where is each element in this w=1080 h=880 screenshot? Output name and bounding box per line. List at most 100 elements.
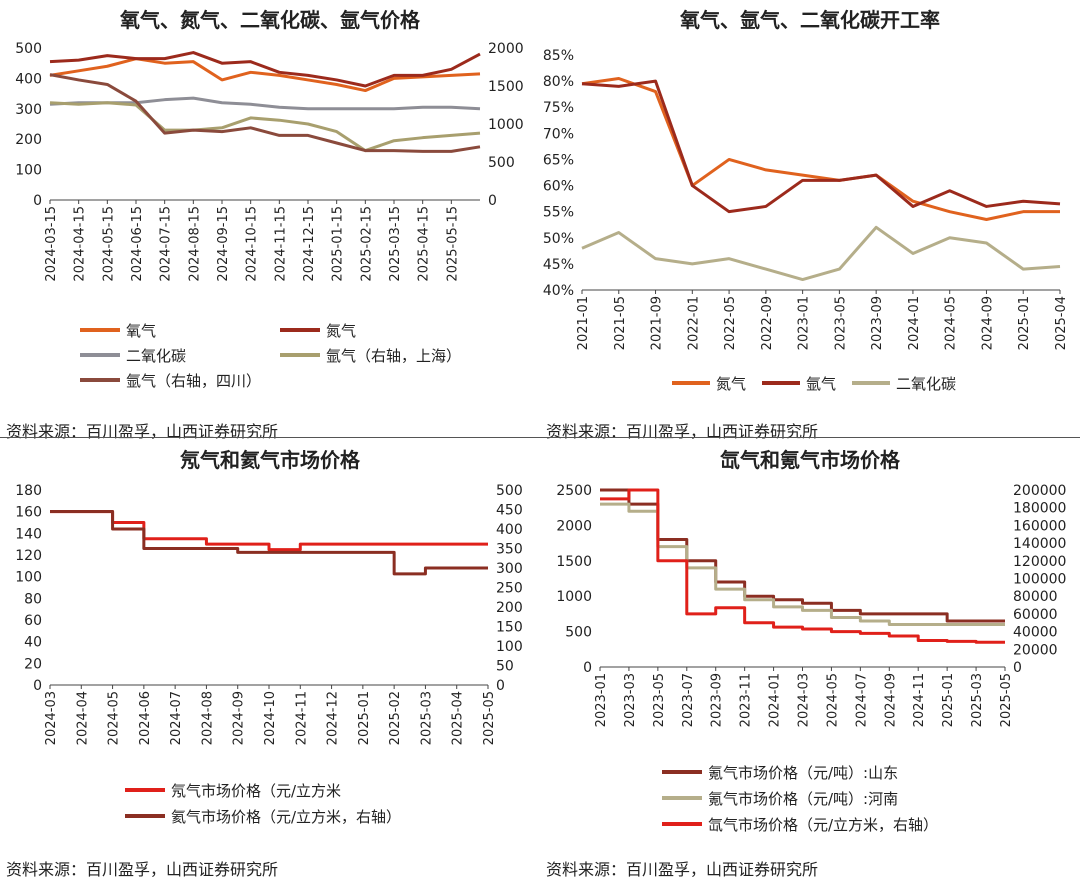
x-tick-label: 2025-04 (1054, 296, 1069, 350)
y-tick-label: 55% (543, 205, 574, 221)
y-tick-label: 1000 (556, 589, 592, 605)
y-right-tick-label: 120000 (1013, 554, 1066, 570)
x-tick-label: 2024-06-15 (130, 206, 145, 282)
legend-label: 氩气（右轴，四川） (126, 372, 261, 390)
legend-label: 氪气市场价格（元/吨）:河南 (708, 790, 898, 808)
x-tick-label: 2023-09 (870, 296, 885, 350)
y-tick-label: 0 (583, 660, 592, 676)
x-tick-label: 2024-05 (944, 296, 959, 350)
series-line (49, 57, 481, 93)
y-tick-label: 120 (15, 548, 42, 564)
source-note: 资料来源：百川盈孚，山西证券研究所 (546, 860, 819, 879)
y-right-tick-label: 150 (496, 620, 523, 636)
y-right-tick-label: 160000 (1013, 518, 1066, 534)
y-tick-label: 80 (24, 591, 42, 607)
panel-divider (0, 437, 1080, 438)
x-tick-label: 2025-02 (388, 691, 403, 745)
x-tick-label: 2025-04-15 (417, 206, 432, 282)
legend-label: 氪气市场价格（元/吨）:山东 (708, 764, 898, 782)
y-right-tick-label: 50 (496, 659, 514, 675)
x-tick-label: 2024-12-15 (302, 206, 317, 282)
x-tick-label: 2024-08-15 (187, 206, 202, 282)
x-tick-label: 2023-05 (833, 296, 848, 350)
y-right-tick-label: 450 (496, 503, 523, 519)
legend-label: 氖气市场价格（元/立方米 (171, 782, 341, 800)
chart-prices: 氧气、氮气、二氧化碳、氩气价格 0 100 200 300 400 500 0 500 1000… (0, 0, 540, 441)
chart-plot: 0 20 40 60 80 100 120 140 160 180 0 50 100 150 200 250 3… (15, 483, 523, 826)
x-tick-label: 2024-11 (912, 673, 927, 727)
y-tick-label: 40% (543, 283, 574, 299)
legend-label: 氧气 (126, 322, 156, 340)
x-tick-label: 2025-03 (970, 673, 985, 727)
y-tick-label: 140 (15, 526, 42, 542)
x-tick-label: 2025-01 (941, 673, 956, 727)
y-tick-label: 1500 (556, 554, 592, 570)
series-line (600, 502, 1005, 627)
x-tick-label: 2022-01 (686, 296, 701, 350)
y-tick-label: 40 (24, 635, 42, 651)
x-tick-label: 2024-04 (75, 691, 90, 745)
source-note: 资料来源：百川盈孚，山西证券研究所 (6, 860, 279, 879)
x-tick-label: 2024-07 (854, 673, 869, 727)
x-tick-label: 2023-09 (710, 673, 725, 727)
y-right-tick-label: 1500 (488, 79, 524, 95)
chart-plot: 40% 45% 50% 55% 60% 65% 70% 75% 80% 85% 2021-01 202… (543, 48, 1069, 393)
series-line (49, 73, 481, 153)
y-tick-label: 2500 (556, 483, 592, 499)
x-tick-label: 2021-05 (613, 296, 628, 350)
series-line (581, 225, 1061, 282)
x-tick-label: 2024-08 (200, 691, 215, 745)
y-tick-label: 75% (543, 100, 574, 116)
y-tick-label: 60% (543, 179, 574, 195)
y-right-tick-label: 40000 (1013, 625, 1058, 641)
x-tick-label: 2023-07 (681, 673, 696, 727)
y-tick-label: 2000 (556, 518, 592, 534)
y-right-tick-label: 140000 (1013, 536, 1066, 552)
series-line (49, 51, 481, 88)
legend-label: 氩气（右轴，上海） (326, 347, 461, 365)
y-right-tick-label: 200000 (1013, 483, 1066, 499)
y-tick-label: 45% (543, 257, 574, 273)
y-tick-label: 0 (33, 193, 42, 209)
y-tick-label: 200 (15, 132, 42, 148)
x-tick-label: 2022-05 (723, 296, 738, 350)
x-tick-label: 2023-05 (652, 673, 667, 727)
x-tick-label: 2025-05-15 (445, 206, 460, 282)
x-tick-label: 2024-03 (797, 673, 812, 727)
legend-label: 氩气 (806, 375, 836, 393)
x-tick-label: 2024-09 (883, 673, 898, 727)
x-tick-label: 2025-02-15 (359, 206, 374, 282)
x-tick-label: 2025-01 (357, 691, 372, 745)
y-tick-label: 60 (24, 613, 42, 629)
x-tick-label: 2025-01-15 (331, 206, 346, 282)
y-right-tick-label: 100000 (1013, 572, 1066, 588)
y-right-tick-label: 1000 (488, 117, 524, 133)
x-tick-label: 2023-11 (739, 673, 754, 727)
x-tick-label: 2021-01 (576, 296, 591, 350)
y-tick-label: 400 (15, 71, 42, 87)
x-tick-label: 2025-03-15 (388, 206, 403, 282)
legend-label: 二氧化碳 (896, 375, 956, 393)
y-tick-label: 70% (543, 126, 574, 142)
x-tick-label: 2021-09 (650, 296, 665, 350)
legend-label: 氙气市场价格（元/立方米，右轴） (708, 816, 938, 834)
x-tick-label: 2024-05 (107, 691, 122, 745)
y-right-tick-label: 0 (496, 678, 505, 694)
y-tick-label: 20 (24, 656, 42, 672)
x-tick-label: 2024-11-15 (273, 206, 288, 282)
y-right-tick-label: 80000 (1013, 589, 1058, 605)
y-tick-label: 500 (565, 625, 592, 641)
series-line (600, 488, 1005, 644)
legend-label: 二氧化碳 (126, 347, 186, 365)
y-right-tick-label: 20000 (1013, 642, 1058, 658)
x-tick-label: 2024-10 (263, 691, 278, 745)
x-tick-label: 2024-03 (44, 691, 59, 745)
x-tick-label: 2024-12 (326, 691, 341, 745)
x-tick-label: 2024-09-15 (216, 206, 231, 282)
x-tick-label: 2024-10-15 (245, 206, 260, 282)
legend-label: 氮气 (326, 322, 356, 340)
x-tick-label: 2025-03 (419, 691, 434, 745)
series-line (600, 488, 1005, 623)
x-tick-label: 2024-09 (980, 296, 995, 350)
chart-title: 氧气、氩气、二氧化碳开工率 (680, 8, 940, 32)
